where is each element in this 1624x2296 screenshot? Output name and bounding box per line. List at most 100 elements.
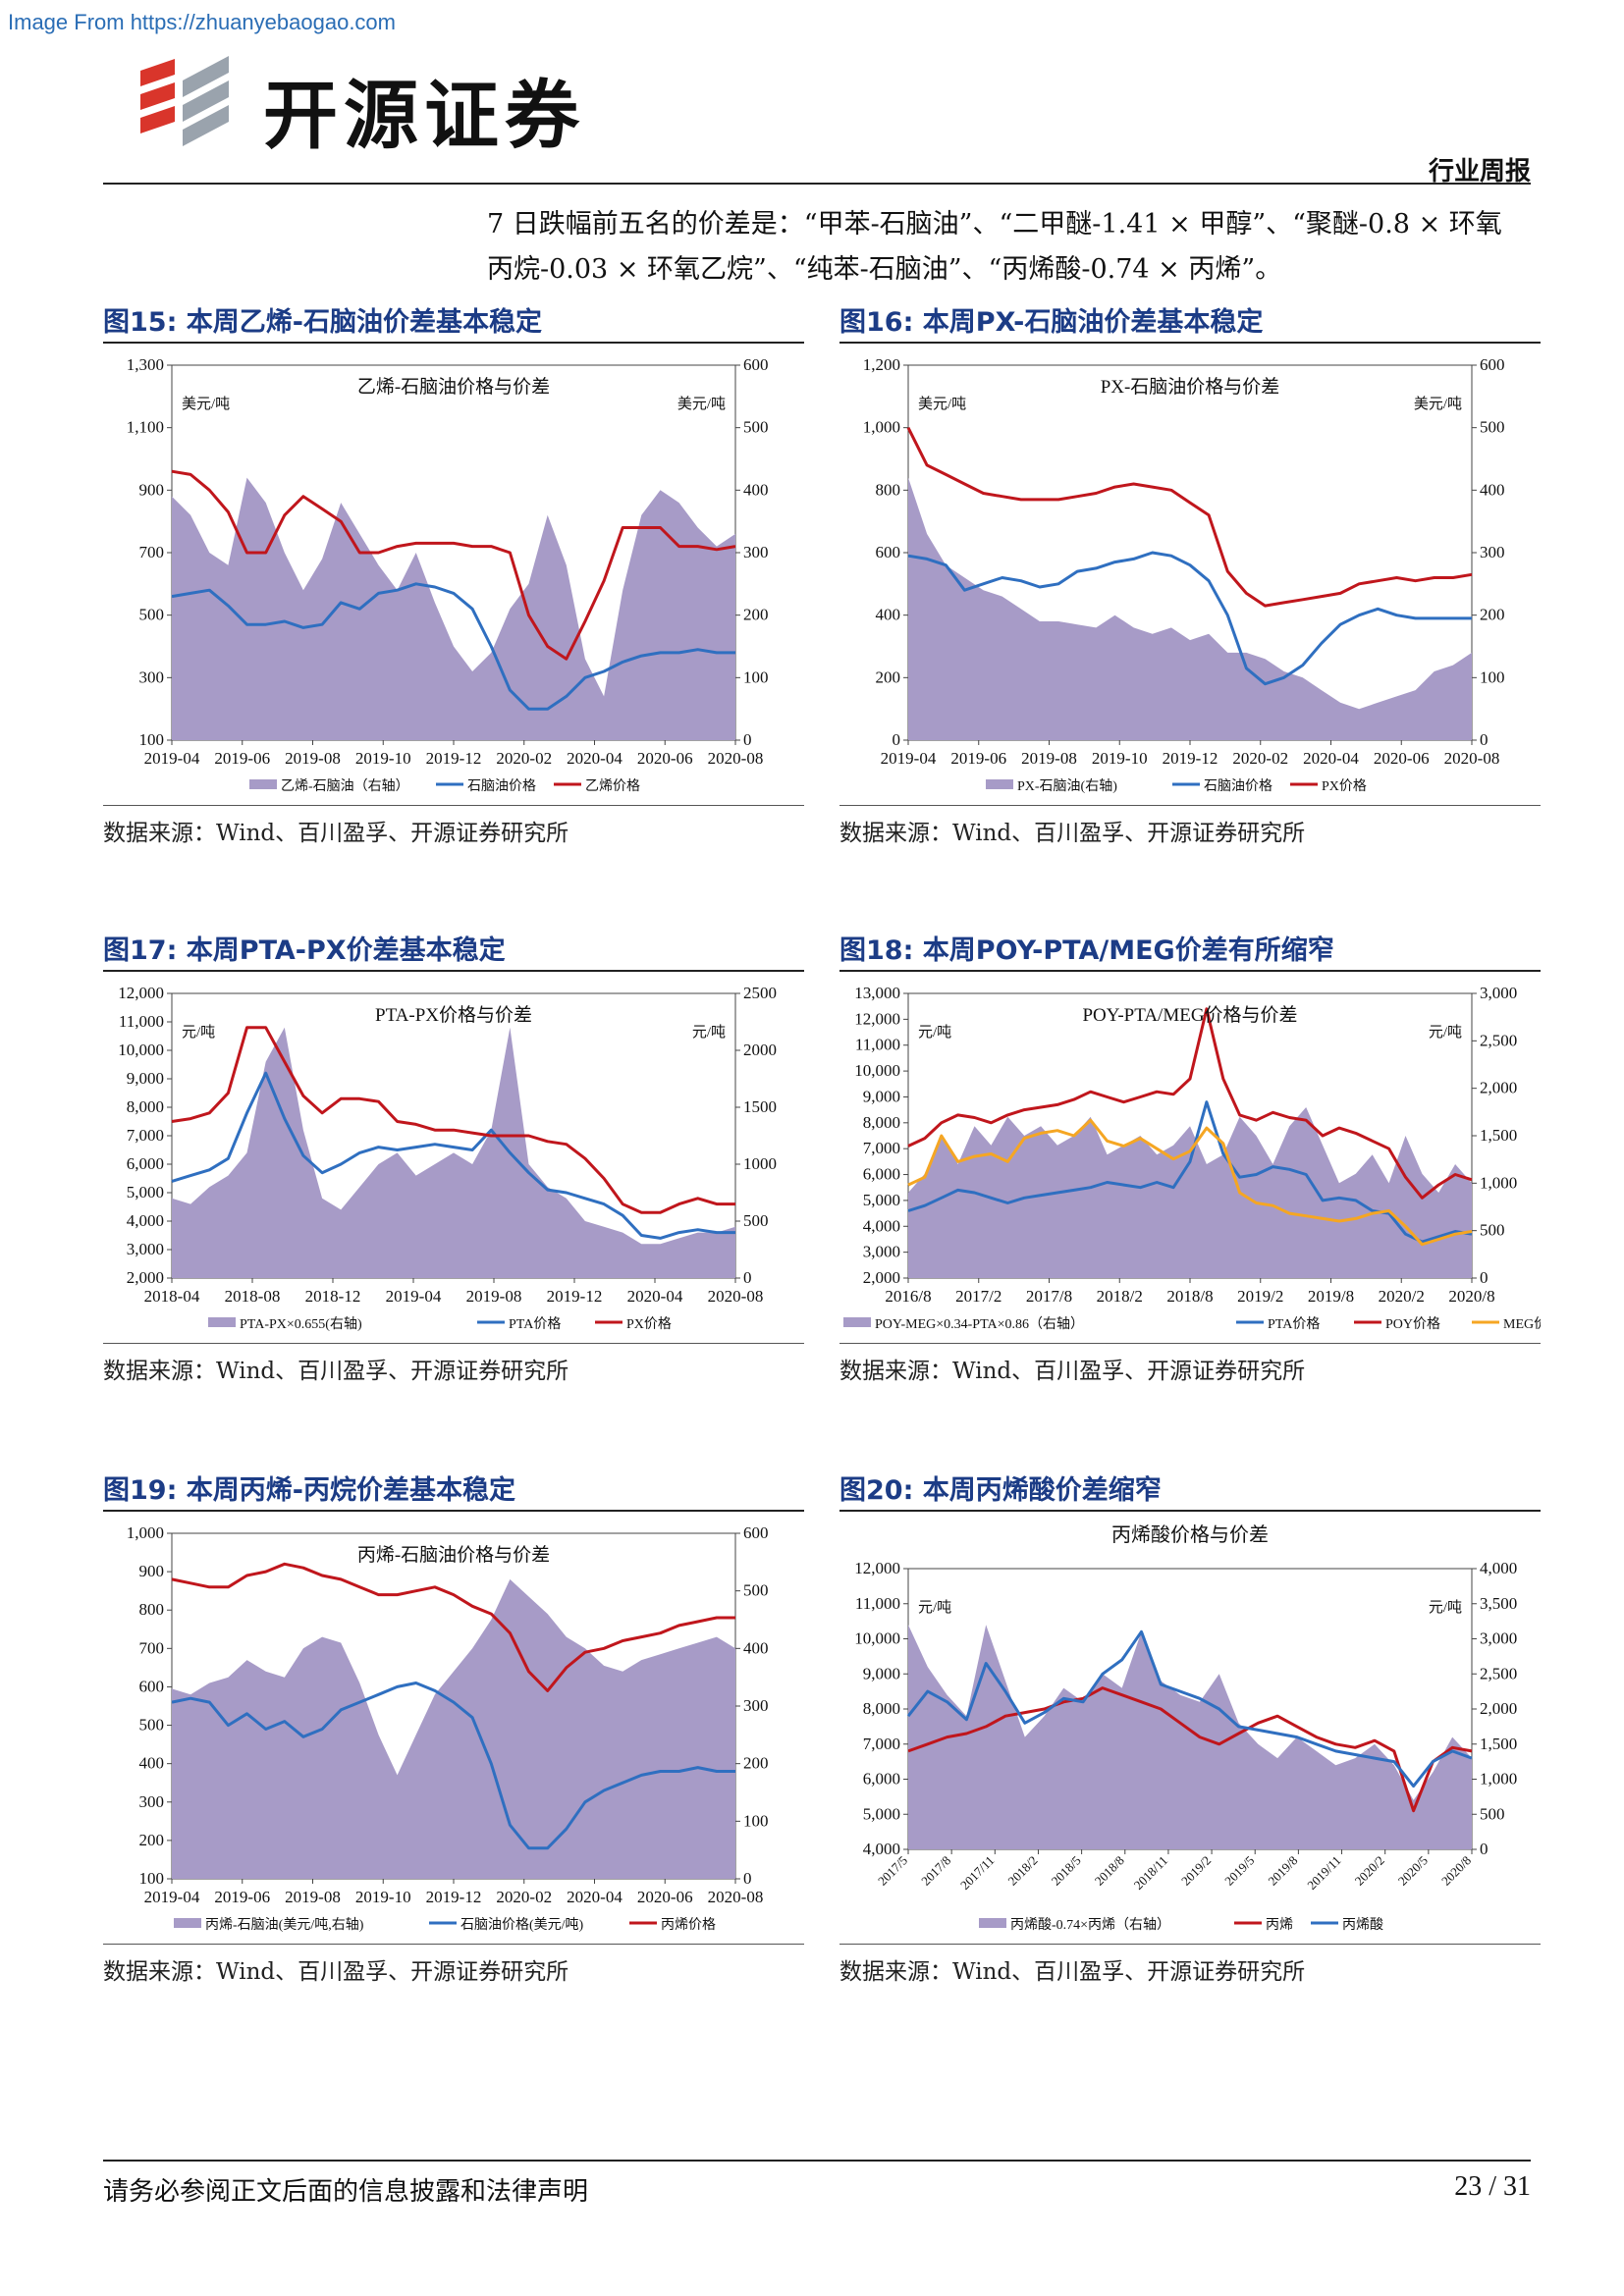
y-tick-label-left: 7,000 <box>863 1139 900 1157</box>
x-tick-label: 2020-04 <box>567 749 623 768</box>
y-tick-label-left: 300 <box>139 667 165 686</box>
series-area <box>172 477 735 740</box>
x-tick-label: 2019-08 <box>285 749 341 768</box>
x-tick-label: 2019-04 <box>144 1888 200 1906</box>
y-tick-label-left: 400 <box>876 606 901 624</box>
x-tick-label: 2019-10 <box>355 1888 411 1906</box>
figure-title: 图20: 本周丙烯酸价差缩窄 <box>839 1472 1541 1510</box>
data-source: 数据来源：Wind、百川盈孚、开源证券研究所 <box>103 1359 569 1384</box>
unit-label-left: 美元/吨 <box>182 396 230 412</box>
figure-title: 图15: 本周乙烯-石脑油价差基本稳定 <box>103 304 804 342</box>
y-tick-label-left: 3,000 <box>863 1243 900 1261</box>
legend-swatch <box>979 1918 1006 1928</box>
unit-label-right: 元/吨 <box>1429 1024 1462 1041</box>
y-tick-label-left: 300 <box>139 1792 165 1811</box>
x-tick-label: 2019/11 <box>1304 1853 1343 1893</box>
y-tick-label-left: 6,000 <box>863 1165 900 1184</box>
series-line <box>171 582 735 711</box>
legend-label: 丙烯价格 <box>661 1917 716 1933</box>
series-line <box>171 1071 735 1240</box>
x-tick-label: 2019-08 <box>285 1888 341 1906</box>
legend-label: PX价格 <box>626 1316 672 1332</box>
series-line <box>907 1118 1473 1247</box>
y-tick-label-right: 0 <box>743 730 752 749</box>
y-tick-label-right: 300 <box>743 1696 769 1715</box>
x-tick-label: 2018-12 <box>305 1287 361 1306</box>
data-source: 数据来源：Wind、百川盈孚、开源证券研究所 <box>839 821 1306 846</box>
figure-title: 图18: 本周POY-PTA/MEG价差有所缩窄 <box>839 933 1541 970</box>
legend-swatch <box>249 779 277 789</box>
legend-label: POY-MEG×0.34-PTA×0.86（右轴） <box>875 1316 1084 1332</box>
y-tick-label-right: 200 <box>743 606 769 624</box>
legend-label: 石脑油价格(美元/吨) <box>460 1917 584 1933</box>
x-tick-label: 2018/8 <box>1166 1287 1213 1306</box>
y-tick-label-left: 5,000 <box>863 1804 900 1823</box>
y-tick-label-left: 900 <box>139 480 165 499</box>
y-tick-label-right: 0 <box>1480 1840 1489 1858</box>
y-tick-label-right: 500 <box>1480 1221 1505 1240</box>
y-tick-label-right: 600 <box>743 1523 769 1542</box>
figure-18: 图18: 本周POY-PTA/MEG价差有所缩窄 2,000 3,000 4,000… <box>839 933 1541 1385</box>
y-tick-label-left: 4,000 <box>863 1216 900 1235</box>
chart-propylene-naphtha: 100 200 300 400 500 600 700 800 900 1,000 0 100 200 3… <box>127 1523 769 1933</box>
y-tick-label-right: 3,000 <box>1480 1629 1517 1648</box>
y-tick-label-left: 600 <box>139 1677 165 1695</box>
source-url[interactable]: Image From https://zhuanyebaogao.com <box>8 10 396 34</box>
series-line <box>906 1629 1473 1789</box>
series-area <box>172 1578 735 1879</box>
footer-rule <box>103 2160 1531 2162</box>
y-tick-label-left: 100 <box>139 1869 165 1888</box>
legend-label: PTA价格 <box>1268 1316 1320 1332</box>
x-tick-label: 2020-08 <box>708 749 764 768</box>
x-tick-label: 2020-06 <box>637 749 693 768</box>
y-tick-label-right: 500 <box>743 1211 769 1230</box>
figure-rule <box>839 342 1541 344</box>
y-tick-label-right: 1,500 <box>1480 1126 1517 1145</box>
x-tick-label: 2016/8 <box>885 1287 931 1306</box>
legend-label: PTA-PX×0.655(右轴) <box>240 1316 362 1332</box>
chart-px-naphtha: 0 200 400 600 800 1,000 1,200 0 100 200 300 400 500 6… <box>863 355 1505 794</box>
y-tick-label-left: 9,000 <box>127 1069 164 1088</box>
y-tick-label-left: 500 <box>139 606 165 624</box>
series-line <box>171 1562 735 1692</box>
y-tick-label-right: 200 <box>1480 606 1505 624</box>
figure-rule <box>103 1510 804 1512</box>
y-tick-label-right: 400 <box>1480 480 1505 499</box>
figure-15: 图15: 本周乙烯-石脑油价差基本稳定 100 300 500 700 900 1,100… <box>103 304 804 847</box>
y-tick-label-left: 400 <box>139 1754 165 1773</box>
figure-19: 图19: 本周丙烯-丙烷价差基本稳定 100 200 300 400 500 600 700… <box>103 1472 804 1986</box>
legend-label: 乙烯价格 <box>585 778 640 794</box>
y-tick-label-right: 1000 <box>743 1154 777 1173</box>
figure-rule <box>839 1510 1541 1512</box>
legend-label: 石脑油价格 <box>467 778 536 794</box>
y-tick-label-left: 2,000 <box>127 1268 164 1287</box>
unit-label-right: 元/吨 <box>1429 1599 1462 1616</box>
series-line <box>171 1026 735 1214</box>
y-tick-label-left: 8,000 <box>863 1699 900 1718</box>
x-tick-label: 2019-12 <box>547 1287 603 1306</box>
unit-label-right: 元/吨 <box>692 1024 726 1041</box>
y-tick-label-right: 2,500 <box>1480 1664 1517 1682</box>
figure-foot-rule <box>839 1343 1541 1344</box>
chart-acrylic-acid: 4,000 5,000 6,000 7,000 8,000 9,000 10,000 11,0… <box>854 1523 1517 1933</box>
chart-title: 丙烯-石脑油价格与价差 <box>357 1544 550 1566</box>
x-tick-label: 2019-06 <box>950 749 1006 768</box>
y-tick-label-left: 5,000 <box>127 1183 164 1201</box>
figure-number: 图15: <box>103 307 178 338</box>
figure-number: 图20: <box>839 1475 914 1506</box>
x-tick-label: 2018/2 <box>1004 1853 1040 1889</box>
legend-label: 石脑油价格 <box>1204 778 1272 794</box>
series-area <box>172 1027 735 1278</box>
figure-number: 图19: <box>103 1475 178 1506</box>
figure-16: 图16: 本周PX-石脑油价差基本稳定 0 200 400 600 800 1,000 1,… <box>839 304 1541 847</box>
y-tick-label-right: 500 <box>743 418 769 437</box>
x-tick-label: 2019-06 <box>214 749 270 768</box>
chart-title: PTA-PX价格与价差 <box>375 1004 532 1026</box>
y-tick-label-right: 3,000 <box>1480 984 1517 1002</box>
figure-caption: 本周丙烯-丙烷价差基本稳定 <box>186 1475 515 1506</box>
x-tick-label: 2020-04 <box>627 1287 683 1306</box>
y-tick-label-right: 3,500 <box>1480 1594 1517 1613</box>
x-tick-label: 2017/2 <box>955 1287 1001 1306</box>
x-tick-label: 2019-12 <box>426 749 482 768</box>
figure-foot-rule <box>103 1944 804 1945</box>
